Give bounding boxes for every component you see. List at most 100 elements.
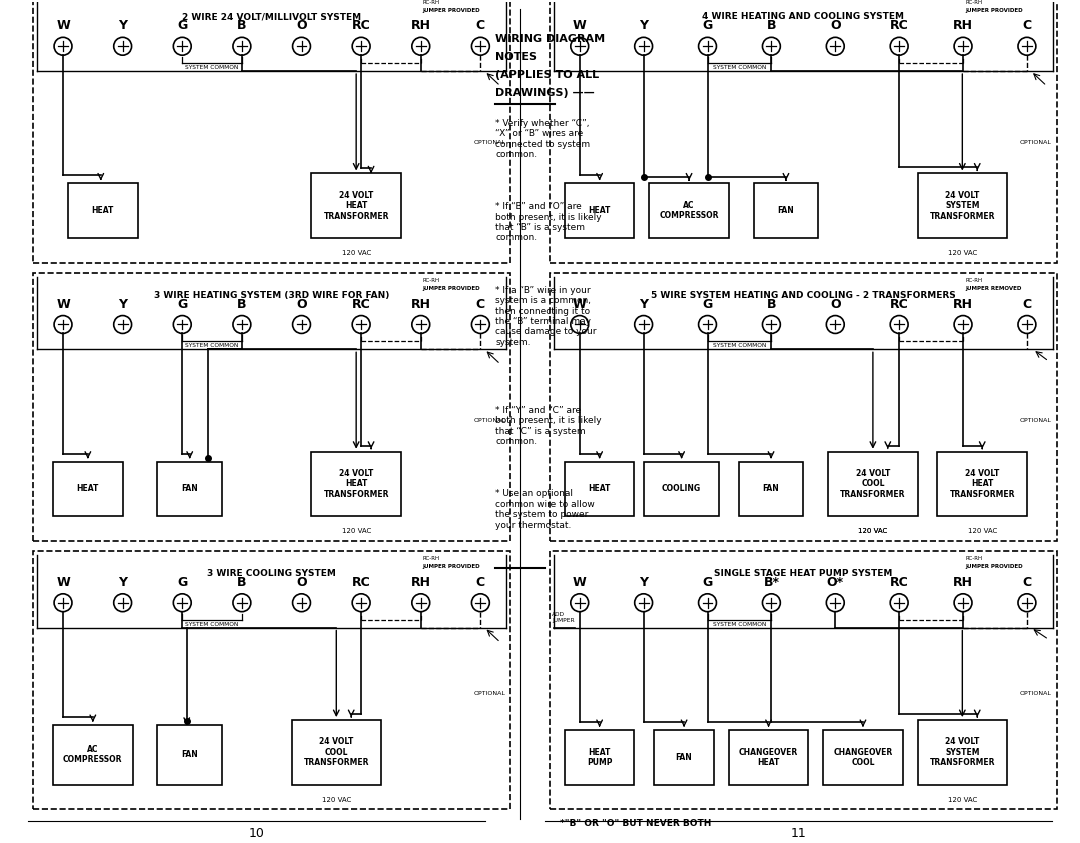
Text: O: O (296, 576, 307, 588)
Text: RC: RC (352, 19, 370, 32)
Text: SYSTEM COMMON: SYSTEM COMMON (713, 621, 766, 626)
Text: Y: Y (118, 19, 127, 32)
Text: AC
COMPRESSOR: AC COMPRESSOR (63, 745, 122, 765)
Text: 24 VOLT
COOL
TRANSFORMER: 24 VOLT COOL TRANSFORMER (303, 738, 369, 767)
Text: ADD
JUMPER: ADD JUMPER (552, 612, 575, 623)
FancyBboxPatch shape (739, 462, 804, 516)
Text: RH: RH (410, 576, 431, 588)
Text: B: B (238, 19, 246, 32)
Text: OPTIONAL: OPTIONAL (1020, 418, 1052, 423)
Text: C: C (1023, 19, 1031, 32)
Text: 3 WIRE HEATING SYSTEM (3RD WIRE FOR FAN): 3 WIRE HEATING SYSTEM (3RD WIRE FOR FAN) (154, 291, 390, 300)
Text: FAN: FAN (181, 750, 198, 760)
Text: JUMPER PROVIDED: JUMPER PROVIDED (422, 286, 481, 291)
FancyBboxPatch shape (823, 730, 903, 785)
Text: O: O (829, 19, 840, 32)
Text: RC-RH: RC-RH (422, 0, 440, 4)
Text: FAN: FAN (676, 753, 692, 762)
Text: W: W (572, 19, 586, 32)
Text: * If “Y” and “C” are
both present, it is likely
that “C” is a system
common.: * If “Y” and “C” are both present, it is… (496, 406, 602, 446)
Text: 120 VAC: 120 VAC (968, 529, 997, 534)
Text: W: W (56, 19, 70, 32)
Text: HEAT: HEAT (92, 207, 114, 215)
Text: OPTIONAL: OPTIONAL (473, 690, 505, 695)
Text: C: C (476, 576, 485, 588)
Text: 2 WIRE 24 VOLT/MILLIVOLT SYSTEM: 2 WIRE 24 VOLT/MILLIVOLT SYSTEM (183, 13, 362, 21)
FancyBboxPatch shape (828, 452, 918, 516)
Text: O: O (296, 19, 307, 32)
FancyBboxPatch shape (53, 725, 133, 785)
FancyBboxPatch shape (68, 184, 137, 238)
Text: (APPLIES TO ALL: (APPLIES TO ALL (496, 70, 599, 80)
FancyBboxPatch shape (937, 452, 1027, 516)
Text: Y: Y (639, 298, 648, 310)
Text: Y: Y (639, 576, 648, 588)
Text: SYSTEM COMMON: SYSTEM COMMON (713, 65, 766, 70)
Text: B: B (767, 298, 777, 310)
Text: RH: RH (953, 19, 973, 32)
Text: OPTIONAL: OPTIONAL (473, 140, 505, 145)
Text: C: C (476, 19, 485, 32)
Text: G: G (702, 19, 713, 32)
Text: SYSTEM COMMON: SYSTEM COMMON (186, 621, 239, 626)
Text: C: C (1023, 298, 1031, 310)
Text: G: G (177, 19, 188, 32)
Text: Y: Y (118, 576, 127, 588)
FancyBboxPatch shape (918, 174, 1007, 238)
Text: G: G (177, 298, 188, 310)
Text: *"B" OR "O" BUT NEVER BOTH: *"B" OR "O" BUT NEVER BOTH (559, 819, 712, 829)
Text: 4 WIRE HEATING AND COOLING SYSTEM: 4 WIRE HEATING AND COOLING SYSTEM (702, 13, 904, 21)
Text: O: O (296, 298, 307, 310)
Text: 120 VAC: 120 VAC (948, 797, 977, 803)
Text: 10: 10 (248, 827, 265, 840)
Text: RC: RC (890, 19, 908, 32)
Text: RH: RH (953, 298, 973, 310)
Text: 24 VOLT
HEAT
TRANSFORMER: 24 VOLT HEAT TRANSFORMER (949, 469, 1015, 499)
Text: SYSTEM COMMON: SYSTEM COMMON (186, 343, 239, 348)
Text: RC-RH: RC-RH (966, 0, 982, 4)
Text: 24 VOLT
SYSTEM
TRANSFORMER: 24 VOLT SYSTEM TRANSFORMER (930, 738, 995, 767)
Text: OPTIONAL: OPTIONAL (473, 418, 505, 423)
Text: W: W (572, 576, 586, 588)
FancyBboxPatch shape (311, 174, 401, 238)
Text: G: G (702, 576, 713, 588)
Text: 120 VAC: 120 VAC (859, 529, 888, 534)
Text: G: G (702, 298, 713, 310)
FancyBboxPatch shape (565, 184, 634, 238)
Text: * Verify whether “C”,
“X” or “B” wires are
connected to system
common.: * Verify whether “C”, “X” or “B” wires a… (496, 119, 591, 159)
Text: HEAT
PUMP: HEAT PUMP (586, 748, 612, 767)
Text: AC
COMPRESSOR: AC COMPRESSOR (659, 201, 719, 220)
Text: JUMPER PROVIDED: JUMPER PROVIDED (422, 8, 481, 13)
Text: DRAWINGS) ——: DRAWINGS) —— (496, 88, 595, 98)
Text: C: C (1023, 576, 1031, 588)
Text: * If “B” and “O” are
both present, it is likely
that “B” is a system
common.: * If “B” and “O” are both present, it is… (496, 202, 602, 243)
Text: 120 VAC: 120 VAC (322, 797, 351, 803)
Text: Y: Y (639, 19, 648, 32)
Text: RC-RH: RC-RH (422, 278, 440, 282)
Text: C: C (476, 298, 485, 310)
Text: W: W (56, 298, 70, 310)
Text: G: G (177, 576, 188, 588)
Text: CHANGEOVER
COOL: CHANGEOVER COOL (834, 748, 892, 767)
Text: 120 VAC: 120 VAC (341, 250, 370, 256)
Text: 24 VOLT
COOL
TRANSFORMER: 24 VOLT COOL TRANSFORMER (840, 469, 906, 499)
Text: * Use an optional
common wire to allow
the system to power
your thermostat.: * Use an optional common wire to allow t… (496, 490, 595, 529)
Text: SYSTEM COMMON: SYSTEM COMMON (713, 343, 766, 348)
FancyBboxPatch shape (565, 730, 634, 785)
Text: Y: Y (118, 298, 127, 310)
Text: RC: RC (890, 576, 908, 588)
Text: RC-RH: RC-RH (966, 556, 982, 561)
Text: RC-RH: RC-RH (966, 278, 982, 282)
Text: 120 VAC: 120 VAC (948, 250, 977, 256)
FancyBboxPatch shape (649, 184, 729, 238)
Text: W: W (56, 576, 70, 588)
Text: 24 VOLT
HEAT
TRANSFORMER: 24 VOLT HEAT TRANSFORMER (323, 191, 389, 221)
Text: B: B (767, 19, 777, 32)
Text: 120 VAC: 120 VAC (859, 529, 888, 534)
Text: FAN: FAN (778, 207, 794, 215)
Text: CHANGEOVER
HEAT: CHANGEOVER HEAT (739, 748, 798, 767)
Text: 3 WIRE COOLING SYSTEM: 3 WIRE COOLING SYSTEM (207, 569, 336, 578)
Text: RH: RH (410, 19, 431, 32)
Text: SYSTEM COMMON: SYSTEM COMMON (186, 65, 239, 70)
Text: JUMPER REMOVED: JUMPER REMOVED (966, 286, 1022, 291)
